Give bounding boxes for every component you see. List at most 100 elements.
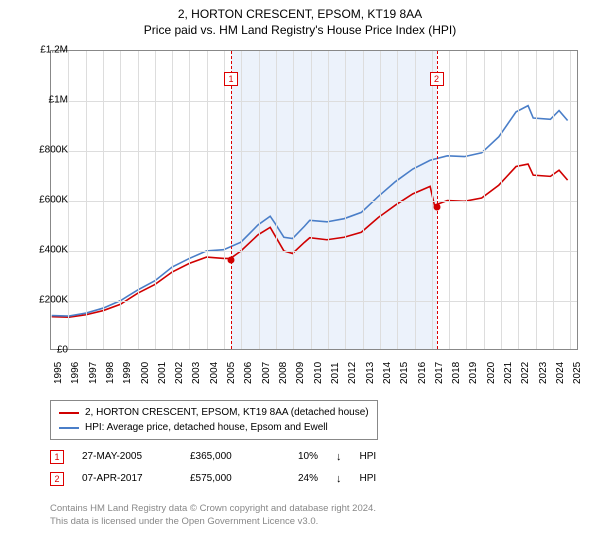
x-axis-label: 2020 xyxy=(486,362,497,384)
x-axis-label: 2006 xyxy=(243,362,254,384)
footer-line: Contains HM Land Registry data © Crown c… xyxy=(50,502,376,515)
legend-box: 2, HORTON CRESCENT, EPSOM, KT19 8AA (det… xyxy=(50,400,378,440)
x-axis-label: 2001 xyxy=(157,362,168,384)
x-axis-label: 2004 xyxy=(209,362,220,384)
event-pct: 24% xyxy=(278,468,318,490)
gridline-v xyxy=(68,51,69,349)
gridline-v xyxy=(328,51,329,349)
marker-box: 2 xyxy=(430,72,444,86)
line-series-svg xyxy=(51,51,577,349)
legend-swatch xyxy=(59,427,79,429)
gridline-v xyxy=(570,51,571,349)
event-date: 07-APR-2017 xyxy=(82,468,172,490)
x-axis-label: 2021 xyxy=(503,362,514,384)
gridline-v xyxy=(397,51,398,349)
x-axis-label: 1999 xyxy=(122,362,133,384)
y-axis-label: £1.2M xyxy=(40,45,68,56)
marker-line xyxy=(231,51,232,349)
down-arrow-icon: ↓ xyxy=(336,446,342,468)
x-axis-label: 1997 xyxy=(88,362,99,384)
plot-area: 12 xyxy=(50,50,578,350)
event-suffix: HPI xyxy=(360,468,377,490)
x-axis-label: 2007 xyxy=(261,362,272,384)
gridline-v xyxy=(518,51,519,349)
gridline-v xyxy=(536,51,537,349)
gridline-v xyxy=(103,51,104,349)
event-pct: 10% xyxy=(278,446,318,468)
gridline-v xyxy=(553,51,554,349)
x-axis-label: 2015 xyxy=(399,362,410,384)
y-axis-label: £600K xyxy=(39,195,68,206)
gridline-v xyxy=(172,51,173,349)
gridline-h xyxy=(51,251,577,252)
y-axis-label: £200K xyxy=(39,295,68,306)
x-axis-label: 1998 xyxy=(105,362,116,384)
legend-item: HPI: Average price, detached house, Epso… xyxy=(59,420,369,435)
events-table: 1 27-MAY-2005 £365,000 10% ↓ HPI 2 07-AP… xyxy=(50,446,376,490)
gridline-v xyxy=(363,51,364,349)
gridline-v xyxy=(345,51,346,349)
chart-titles: 2, HORTON CRESCENT, EPSOM, KT19 8AA Pric… xyxy=(0,0,600,38)
x-axis-label: 2014 xyxy=(382,362,393,384)
title-subtitle: Price paid vs. HM Land Registry's House … xyxy=(0,22,600,38)
gridline-v xyxy=(276,51,277,349)
x-axis-label: 2012 xyxy=(347,362,358,384)
marker-line xyxy=(437,51,438,349)
gridline-v xyxy=(189,51,190,349)
gridline-v xyxy=(86,51,87,349)
footer-line: This data is licensed under the Open Gov… xyxy=(50,515,376,528)
x-axis-label: 2016 xyxy=(417,362,428,384)
event-date: 27-MAY-2005 xyxy=(82,446,172,468)
event-price: £365,000 xyxy=(190,446,260,468)
event-price: £575,000 xyxy=(190,468,260,490)
x-axis-label: 2011 xyxy=(330,362,341,384)
x-axis-label: 1996 xyxy=(70,362,81,384)
down-arrow-icon: ↓ xyxy=(336,468,342,490)
x-axis-label: 2019 xyxy=(468,362,479,384)
y-axis-label: £1M xyxy=(49,95,68,106)
x-axis-label: 2003 xyxy=(191,362,202,384)
gridline-h xyxy=(51,101,577,102)
gridline-v xyxy=(432,51,433,349)
gridline-v xyxy=(449,51,450,349)
gridline-v xyxy=(138,51,139,349)
gridline-v xyxy=(466,51,467,349)
y-axis-label: £400K xyxy=(39,245,68,256)
y-axis-label: £800K xyxy=(39,145,68,156)
title-address: 2, HORTON CRESCENT, EPSOM, KT19 8AA xyxy=(0,6,600,22)
marker-dot xyxy=(433,204,440,211)
gridline-v xyxy=(380,51,381,349)
x-axis-label: 2017 xyxy=(434,362,445,384)
x-axis-label: 2009 xyxy=(295,362,306,384)
legend-item: 2, HORTON CRESCENT, EPSOM, KT19 8AA (det… xyxy=(59,405,369,420)
gridline-v xyxy=(311,51,312,349)
event-marker-box: 1 xyxy=(50,450,64,464)
event-marker-box: 2 xyxy=(50,472,64,486)
x-axis-label: 2013 xyxy=(365,362,376,384)
gridline-v xyxy=(224,51,225,349)
x-axis-label: 1995 xyxy=(53,362,64,384)
x-axis-label: 2010 xyxy=(313,362,324,384)
footer-attribution: Contains HM Land Registry data © Crown c… xyxy=(50,502,376,528)
event-row: 2 07-APR-2017 £575,000 24% ↓ HPI xyxy=(50,468,376,490)
x-axis-label: 2024 xyxy=(555,362,566,384)
gridline-v xyxy=(501,51,502,349)
event-row: 1 27-MAY-2005 £365,000 10% ↓ HPI xyxy=(50,446,376,468)
event-suffix: HPI xyxy=(360,446,377,468)
gridline-v xyxy=(293,51,294,349)
gridline-h xyxy=(51,151,577,152)
series-line-price_paid xyxy=(52,164,568,317)
gridline-v xyxy=(241,51,242,349)
gridline-v xyxy=(259,51,260,349)
x-axis-label: 2023 xyxy=(538,362,549,384)
gridline-v xyxy=(415,51,416,349)
legend-label: 2, HORTON CRESCENT, EPSOM, KT19 8AA (det… xyxy=(85,405,369,420)
marker-dot xyxy=(228,256,235,263)
legend-swatch xyxy=(59,412,79,414)
legend-label: HPI: Average price, detached house, Epso… xyxy=(85,420,328,435)
x-axis-label: 2008 xyxy=(278,362,289,384)
x-axis-label: 2002 xyxy=(174,362,185,384)
marker-box: 1 xyxy=(224,72,238,86)
gridline-v xyxy=(155,51,156,349)
x-axis-label: 2000 xyxy=(140,362,151,384)
